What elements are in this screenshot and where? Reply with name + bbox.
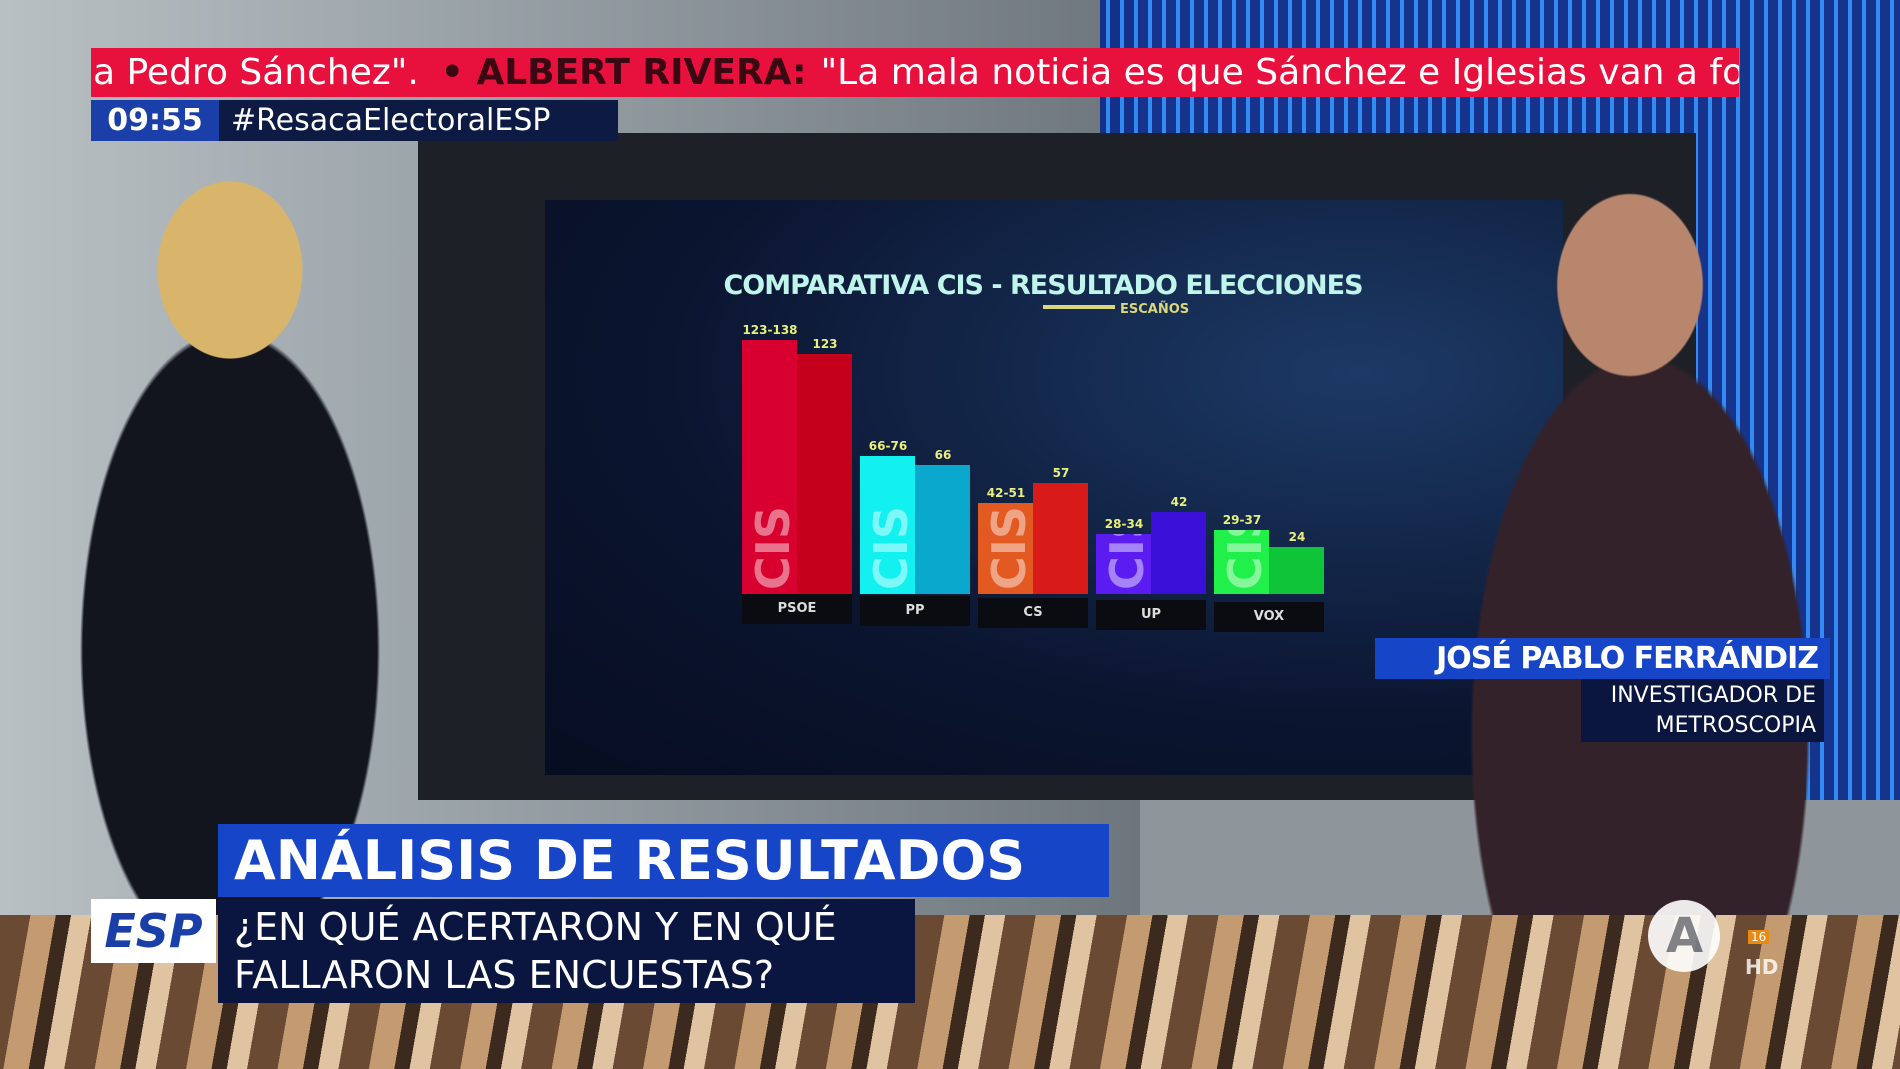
- label-result-psoe: 123: [812, 337, 838, 352]
- headline: ANÁLISIS DE RESULTADOS: [218, 824, 1109, 897]
- cis-watermark: CIS: [864, 505, 915, 590]
- subtitle: ¿EN QUÉ ACERTARON Y EN QUÉ FALLARON LAS E…: [218, 899, 915, 1003]
- cis-watermark: CIS: [1218, 529, 1269, 590]
- legend-label: ESCAÑOS: [1120, 302, 1190, 317]
- channel-logo: A: [1648, 900, 1720, 972]
- guest-role-line1: INVESTIGADOR DE: [1610, 683, 1816, 708]
- ticker-lead: a Pedro Sánchez".: [93, 52, 419, 93]
- bar-result-cs: [1033, 482, 1088, 594]
- category-psoe: PSOE: [742, 594, 852, 624]
- antena3-icon: A: [1666, 908, 1704, 964]
- hashtag: #ResacaElectoralESP: [219, 100, 618, 141]
- clock: 09:55: [91, 100, 219, 141]
- ticker-speaker: • ALBERT RIVERA:: [440, 52, 807, 93]
- guest-person: [1460, 175, 1820, 975]
- subtitle-line2: FALLARON LAS ENCUESTAS?: [234, 953, 775, 997]
- label-cis-vox: 29-37: [1222, 512, 1262, 527]
- bar-cis-cs: CIS: [978, 503, 1033, 594]
- label-cis-psoe: 123-138: [742, 322, 798, 337]
- category-vox: VOX: [1214, 602, 1324, 632]
- guest-name: JOSÉ PABLO FERRÁNDIZ: [1375, 638, 1830, 679]
- category-cs: CS: [978, 598, 1088, 628]
- label-cis-pp: 66-76: [868, 438, 908, 453]
- label-cis-up: 28-34: [1104, 516, 1144, 531]
- ticker-quote: "La mala noticia es que Sánchez e Iglesi…: [820, 52, 1739, 93]
- subtitle-line1: ¿EN QUÉ ACERTARON Y EN QUÉ: [234, 905, 837, 949]
- bar-result-psoe: [797, 354, 852, 594]
- bar-result-pp: [915, 465, 970, 594]
- guest-role-line2: METROSCOPIA: [1655, 713, 1816, 738]
- bar-result-up: [1151, 512, 1206, 594]
- age-rating-badge: 16: [1748, 930, 1770, 944]
- guest-role: INVESTIGADOR DE METROSCOPIA: [1581, 679, 1824, 742]
- label-result-cs: 57: [1052, 465, 1070, 480]
- category-up: UP: [1096, 600, 1206, 630]
- program-logo: ESP: [91, 899, 216, 963]
- label-result-vox: 24: [1288, 530, 1306, 545]
- cis-watermark: CIS: [1100, 533, 1151, 590]
- cis-watermark: CIS: [746, 505, 797, 590]
- label-result-pp: 66: [934, 448, 952, 463]
- news-ticker: a Pedro Sánchez". • ALBERT RIVERA: "La mal…: [91, 48, 1739, 97]
- label-cis-cs: 42-51: [986, 486, 1026, 501]
- bar-cis-vox: CIS: [1214, 529, 1269, 594]
- legend-swatch: [1043, 305, 1115, 309]
- hd-badge: HD: [1745, 955, 1779, 979]
- label-result-up: 42: [1170, 495, 1188, 510]
- bar-cis-psoe: CIS: [742, 339, 797, 594]
- chart-title: COMPARATIVA CIS - RESULTADO ELECCIONES: [723, 270, 1363, 301]
- category-pp: PP: [860, 596, 970, 626]
- bar-result-vox: [1269, 547, 1324, 594]
- bar-cis-up: CIS: [1096, 533, 1151, 594]
- bar-cis-pp: CIS: [860, 455, 915, 594]
- cis-watermark: CIS: [982, 505, 1033, 590]
